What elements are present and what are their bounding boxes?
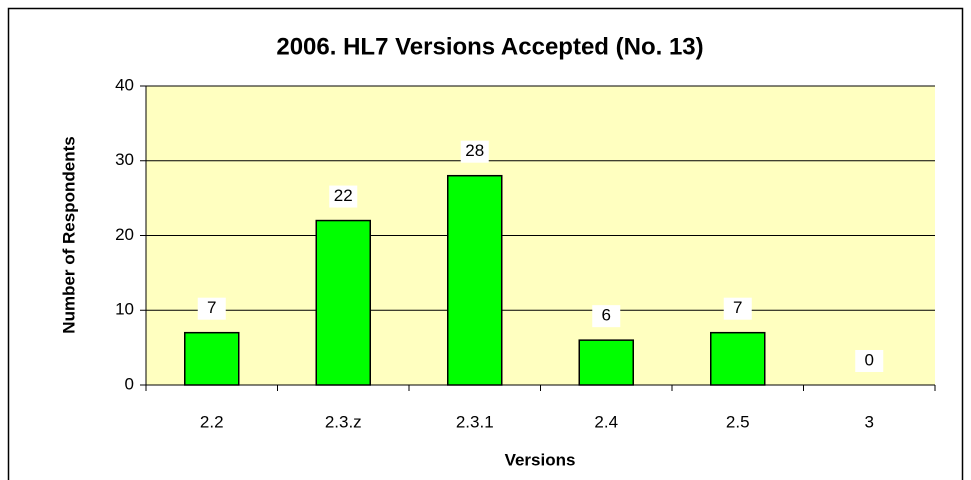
x-tick-label: 2.3.1 — [456, 412, 494, 431]
chart-title: 2006. HL7 Versions Accepted (No. 13) — [276, 33, 703, 60]
data-label: 0 — [865, 350, 874, 369]
x-axis-label: Versions — [505, 450, 576, 469]
x-tick-label: 2.4 — [594, 412, 618, 431]
x-tick-label: 2.2 — [200, 412, 224, 431]
y-tick-label: 0 — [125, 374, 134, 393]
bar — [184, 331, 240, 386]
data-label-box — [592, 305, 621, 328]
data-label-box — [723, 297, 752, 320]
x-tick-label: 2.3.z — [325, 412, 362, 431]
x-tick-label: 2.5 — [726, 412, 750, 431]
data-label-box — [197, 297, 226, 320]
bar — [578, 339, 634, 386]
y-tick-label: 10 — [115, 300, 134, 319]
data-label-box — [855, 350, 884, 372]
y-tick-label: 20 — [115, 225, 134, 244]
data-label-box — [460, 140, 489, 163]
data-label: 6 — [602, 306, 611, 325]
data-label-box — [329, 185, 358, 208]
y-tick-label: 40 — [115, 75, 134, 94]
data-label: 28 — [465, 141, 484, 160]
bar — [315, 219, 371, 386]
bar — [447, 174, 503, 386]
bar — [710, 331, 766, 386]
y-axis-label: Number of Respondents — [59, 136, 78, 333]
y-tick-label: 30 — [115, 150, 134, 169]
data-label: 22 — [334, 186, 353, 205]
x-tick-label: 3 — [865, 412, 874, 431]
data-label: 7 — [733, 298, 742, 317]
data-label: 7 — [207, 298, 216, 317]
